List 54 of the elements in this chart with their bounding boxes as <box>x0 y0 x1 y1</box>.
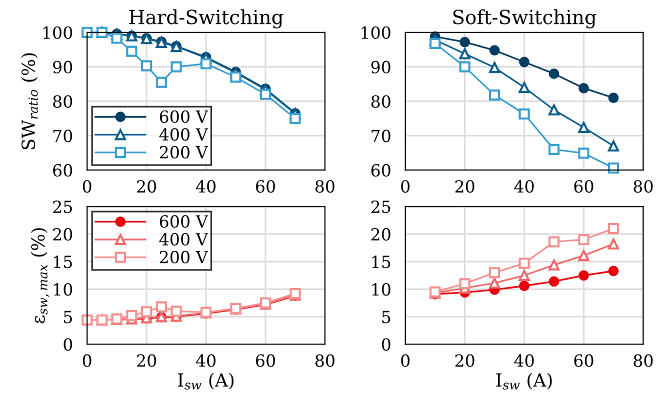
y-tick-label: 20 <box>53 228 72 241</box>
y-tick-label: 10 <box>54 283 72 296</box>
x-tick-label: 20 <box>455 180 474 193</box>
y-tick-label: 80 <box>53 95 72 108</box>
x-tick-label: 40 <box>196 180 216 193</box>
y-tick-label: 80 <box>371 95 390 108</box>
x-tick-label: 80 <box>315 180 334 193</box>
y-tick-label: 25 <box>53 200 72 214</box>
x-axis-title: I$_{sw}$ (A) <box>178 372 234 390</box>
y-tick-label: 25 <box>371 200 390 214</box>
x-axis-title: I$_{sw}$ (A) <box>496 372 552 390</box>
legend-label: 200 V <box>160 250 208 264</box>
y-axis-title: SW$_{ratio}$ (%) <box>21 53 38 150</box>
x-tick-label: 80 <box>634 354 653 367</box>
x-tick-label: 20 <box>137 180 156 193</box>
y-tick-label: 100 <box>362 26 390 39</box>
x-tick-label: 60 <box>574 180 594 193</box>
legend-label: 200 V <box>160 146 208 159</box>
y-tick-label: 100 <box>43 26 72 39</box>
x-tick-label: 40 <box>514 354 534 367</box>
y-tick-label: 10 <box>372 283 390 296</box>
y-tick-label: 70 <box>53 130 72 142</box>
chart-title: Soft-Switching <box>453 9 596 28</box>
y-axis-title: ε$_{sw,max}$ (%) <box>30 228 50 324</box>
x-tick-label: 60 <box>574 354 594 367</box>
chart-title: Hard-Switching <box>129 9 284 28</box>
x-tick-label: 60 <box>256 354 275 367</box>
legend-label: 600 V <box>160 110 208 123</box>
y-tick-label: 90 <box>371 60 390 74</box>
x-tick-label: 80 <box>315 354 334 367</box>
y-tick-label: 60 <box>53 164 72 177</box>
y-tick-label: 0 <box>64 338 72 351</box>
x-tick-label: 20 <box>455 354 474 367</box>
y-tick-label: 20 <box>371 228 390 241</box>
legend-label: 400 V <box>159 128 208 141</box>
x-tick-label: 40 <box>514 180 534 193</box>
y-tick-label: 70 <box>372 130 390 142</box>
y-tick-label: 5 <box>64 310 72 324</box>
x-tick-label: 0 <box>401 180 410 193</box>
x-tick-label: 0 <box>82 180 92 193</box>
y-tick-label: 60 <box>371 164 390 177</box>
x-tick-label: 80 <box>634 180 653 193</box>
legend-label: 400 V <box>159 232 208 246</box>
x-tick-label: 0 <box>82 354 92 367</box>
y-tick-label: 15 <box>372 256 390 268</box>
x-tick-label: 20 <box>137 354 156 367</box>
x-tick-label: 60 <box>256 180 275 193</box>
y-tick-label: 90 <box>53 60 72 74</box>
x-tick-label: 40 <box>196 354 216 367</box>
legend-label: 600 V <box>160 215 208 228</box>
y-tick-label: 0 <box>382 338 390 351</box>
x-tick-label: 0 <box>401 354 410 367</box>
y-tick-label: 5 <box>382 310 390 324</box>
y-tick-label: 15 <box>54 256 72 268</box>
